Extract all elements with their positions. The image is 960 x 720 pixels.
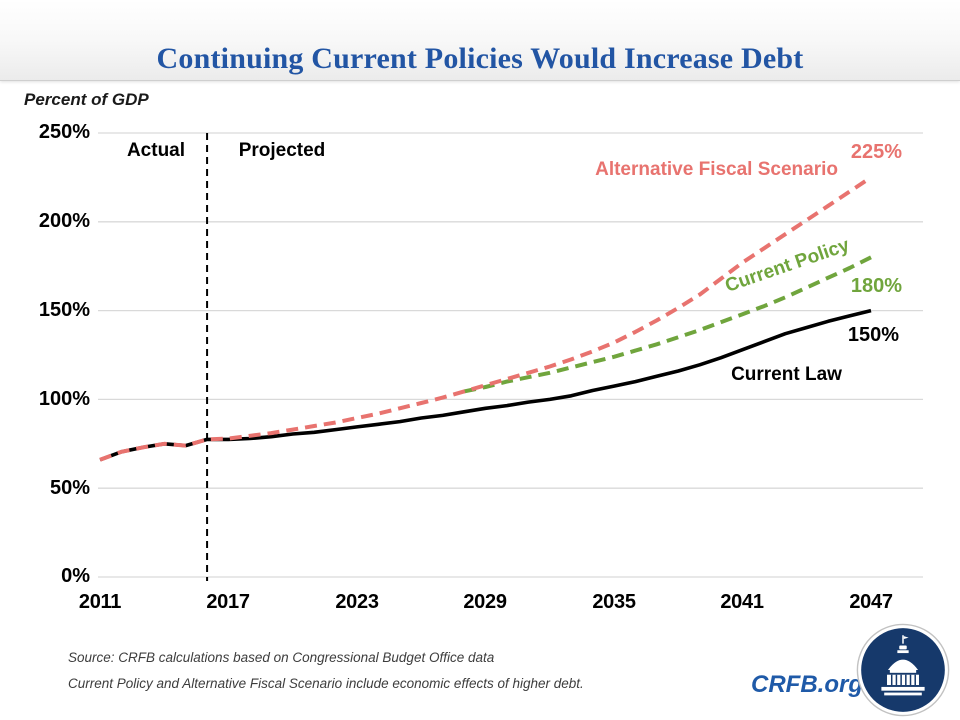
- y-tick-200: 200%: [38, 210, 90, 232]
- source-note-line2: Current Policy and Alternative Fiscal Sc…: [68, 676, 584, 691]
- y-tick-0: 0%: [61, 565, 90, 587]
- value-label-afs-225: 225%: [850, 141, 902, 163]
- y-tick-150: 150%: [38, 299, 90, 321]
- value-label-cp-180: 180%: [850, 275, 902, 297]
- header-band: [0, 0, 960, 81]
- x-tick-2047: 2047: [849, 591, 893, 613]
- y-tick-50: 50%: [49, 477, 90, 499]
- x-tick-2017: 2017: [206, 591, 250, 613]
- x-tick-2035: 2035: [592, 591, 636, 613]
- crfb-org-wordmark: CRFB.org: [751, 671, 863, 698]
- y-tick-100: 100%: [38, 388, 90, 410]
- value-label-cl-150: 150%: [847, 324, 899, 346]
- x-tick-2011: 2011: [78, 591, 122, 613]
- x-tick-2023: 2023: [335, 591, 379, 613]
- region-label-projected: Projected: [238, 140, 326, 161]
- y-axis-title: Percent of GDP: [24, 90, 149, 109]
- series-label-alternative-fiscal-scenario: Alternative Fiscal Scenario: [595, 159, 838, 180]
- x-tick-2041: 2041: [720, 591, 764, 613]
- source-note-line1: Source: CRFB calculations based on Congr…: [68, 650, 495, 665]
- capitol-building-icon: [881, 635, 925, 696]
- y-tick-250: 250%: [38, 121, 90, 143]
- x-tick-2029: 2029: [463, 591, 507, 613]
- crfb-capitol-logo-icon: [856, 623, 950, 717]
- region-label-actual: Actual: [126, 140, 186, 161]
- series-label-current-law: Current Law: [731, 364, 842, 385]
- page-title: Continuing Current Policies Would Increa…: [156, 42, 804, 75]
